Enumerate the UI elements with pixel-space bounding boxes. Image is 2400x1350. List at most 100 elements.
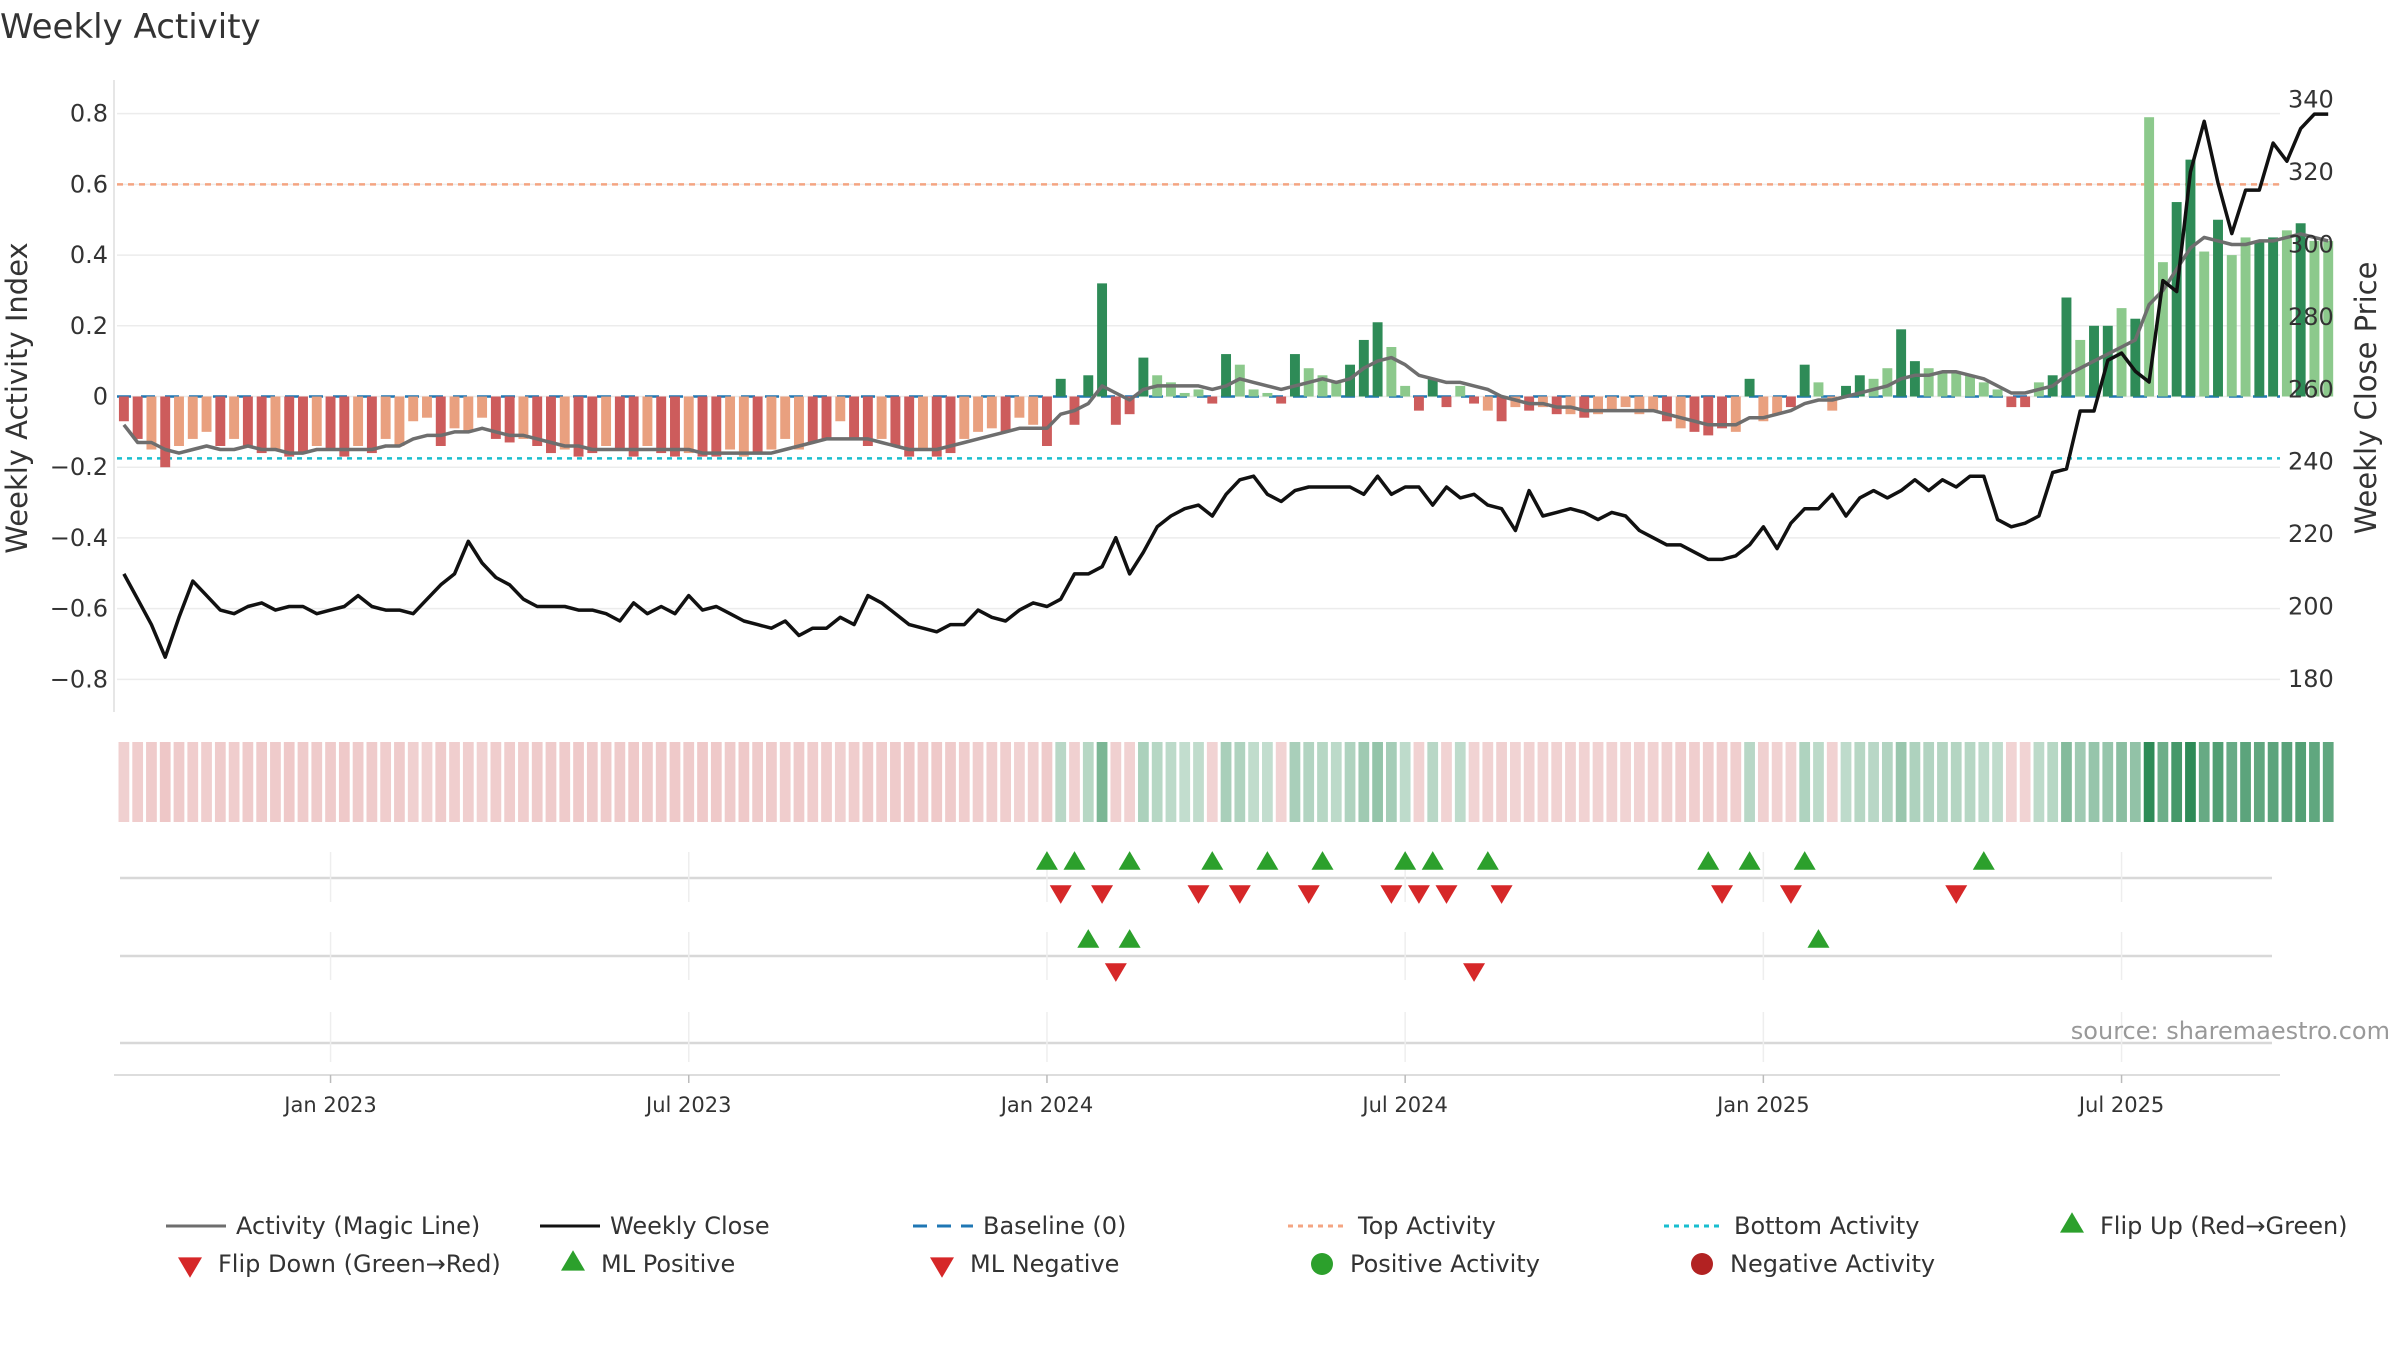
heat-cell	[1496, 742, 1507, 822]
heat-cell	[573, 742, 584, 822]
activity-bar	[1896, 329, 1907, 397]
source-label: source: sharemaestro.com	[2071, 1017, 2390, 1045]
signal-up-marker	[1972, 851, 1995, 870]
heat-cell	[1744, 742, 1755, 822]
heat-cell	[1234, 742, 1246, 822]
heat-cell	[986, 742, 998, 822]
activity-bar	[766, 396, 777, 450]
signal-up-marker	[1807, 929, 1830, 948]
heat-cell	[1303, 742, 1315, 822]
heat-cell	[1702, 742, 1714, 822]
activity-bar	[1937, 371, 1948, 397]
heat-cell	[2281, 742, 2293, 822]
heat-cell	[766, 742, 777, 822]
signal-up-marker	[1256, 851, 1279, 870]
heat-cell	[118, 742, 130, 822]
activity-bar	[201, 396, 212, 432]
activity-bar	[945, 396, 956, 454]
heat-cell	[655, 742, 667, 822]
activity-bar	[463, 396, 474, 432]
heat-cell	[2102, 742, 2114, 822]
y-left-tick-label: −0.2	[50, 453, 108, 481]
heat-cell	[738, 742, 750, 822]
heat-cell	[2309, 742, 2320, 822]
legend-item: Negative Activity	[1691, 1250, 1935, 1278]
activity-bar	[1110, 396, 1121, 425]
heat-cell	[2295, 742, 2307, 822]
x-tick-label: Jan 2025	[1715, 1093, 1810, 1117]
y-axis-left-title: Weekly Activity Index	[0, 242, 34, 553]
activity-bar	[174, 396, 184, 446]
legend-item: Bottom Activity	[1664, 1212, 1919, 1240]
heat-cell	[2033, 742, 2045, 822]
heat-cell	[1537, 742, 1549, 822]
heat-cell	[1909, 742, 1921, 822]
heat-cell	[1179, 742, 1191, 822]
y-right-tick-label: 280	[2288, 303, 2334, 331]
heat-cell	[1441, 742, 1452, 822]
heat-cell	[1854, 742, 1866, 822]
heat-cell	[1124, 742, 1135, 822]
heat-cell	[228, 742, 240, 822]
heat-cell	[614, 742, 626, 822]
activity-bar	[1620, 396, 1631, 408]
y-right-tick-label: 320	[2288, 158, 2334, 186]
activity-bar	[1730, 396, 1741, 432]
activity-bar	[394, 396, 405, 446]
activity-bar	[1469, 396, 1480, 404]
legend-item: Positive Activity	[1311, 1250, 1540, 1278]
heat-cell	[490, 742, 502, 822]
heat-cell	[1482, 742, 1494, 822]
heat-cell	[1840, 742, 1852, 822]
activity-bar	[256, 396, 267, 454]
heat-cell	[1055, 742, 1067, 822]
activity-bar	[2295, 223, 2306, 397]
heat-cell	[2019, 742, 2031, 822]
heat-cell	[1881, 742, 1893, 822]
heat-cell	[1978, 742, 1990, 822]
legend-item: Flip Up (Red→Green)	[2060, 1212, 2348, 1240]
heat-cell	[270, 742, 281, 822]
signal-down-marker	[1187, 885, 1210, 904]
heat-cell	[2185, 742, 2196, 822]
signal-up-marker	[1697, 851, 1720, 870]
activity-bar	[187, 396, 198, 439]
heat-cell	[214, 742, 226, 822]
heat-cell	[1275, 742, 1287, 822]
legend-label: Flip Up (Red→Green)	[2100, 1212, 2348, 1240]
heat-cell	[669, 742, 681, 822]
heat-cell	[2157, 742, 2169, 822]
heat-cell	[1923, 742, 1935, 822]
heat-cell	[531, 742, 543, 822]
heat-cell	[2129, 742, 2141, 822]
weekly-close-series	[122, 112, 2329, 659]
y-right-tick-label: 220	[2288, 520, 2334, 548]
heat-cell	[1565, 742, 1576, 822]
magic-line-series	[122, 232, 2329, 455]
legend-label: Bottom Activity	[1734, 1212, 1919, 1240]
legend-item: ML Positive	[561, 1250, 735, 1278]
heat-cell	[931, 742, 943, 822]
activity-bar	[1386, 347, 1397, 397]
x-tick-label: Jul 2024	[1360, 1093, 1447, 1117]
heat-cell	[1606, 742, 1618, 822]
activity-bar	[821, 396, 832, 439]
heat-cell	[132, 742, 144, 822]
signal-down-marker	[1435, 885, 1458, 904]
activity-bar	[1248, 389, 1259, 397]
legend-swatch-triangle-up	[2060, 1212, 2084, 1233]
activity-bar	[1965, 375, 1975, 397]
heat-cell	[903, 742, 915, 822]
activity-bar	[449, 396, 460, 429]
heat-cell	[518, 742, 529, 822]
heat-cell	[1330, 742, 1342, 822]
activity-bar	[1193, 389, 1204, 397]
heat-cell	[1344, 742, 1356, 822]
activity-bar	[1841, 385, 1851, 397]
legend-label: Weekly Close	[610, 1212, 770, 1240]
activity-bar	[1689, 396, 1700, 432]
heat-cell	[710, 742, 722, 822]
heat-cell	[242, 742, 254, 822]
activity-bar	[1400, 385, 1411, 397]
x-tick-label: Jul 2025	[2077, 1093, 2164, 1117]
